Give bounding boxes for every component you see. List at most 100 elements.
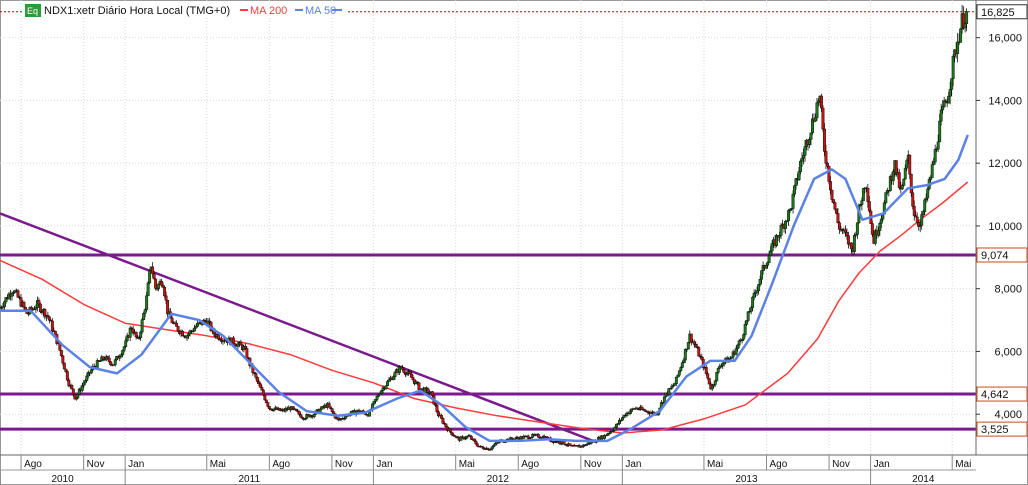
candle-body bbox=[757, 284, 761, 291]
x-tick-label: Mai bbox=[707, 459, 723, 470]
candle-body bbox=[157, 283, 161, 289]
candle-body bbox=[375, 396, 379, 400]
candle-body bbox=[119, 354, 123, 357]
candle-body bbox=[380, 390, 384, 394]
candle-body bbox=[261, 389, 265, 396]
candle-body bbox=[236, 343, 240, 347]
y-tick-label: 14,000 bbox=[988, 95, 1022, 107]
candle-body bbox=[860, 200, 864, 205]
x-tick-label: Nov bbox=[832, 459, 850, 470]
candle-body bbox=[817, 100, 820, 104]
candle-body bbox=[942, 100, 946, 107]
candle-body bbox=[3, 301, 6, 307]
candle-body bbox=[166, 300, 170, 315]
candle-body bbox=[486, 447, 490, 450]
candle-body bbox=[861, 188, 865, 201]
candle-body bbox=[700, 356, 704, 360]
candle-body bbox=[481, 446, 485, 450]
candle-body bbox=[671, 385, 675, 387]
candle-body bbox=[73, 393, 77, 400]
candle-body bbox=[558, 441, 562, 444]
candle-body bbox=[163, 287, 167, 297]
candle-body bbox=[629, 408, 633, 412]
ma200-line bbox=[0, 181, 969, 434]
candle-body bbox=[938, 120, 942, 143]
candle-body bbox=[257, 381, 261, 385]
candle-body bbox=[459, 436, 463, 441]
candle-body bbox=[472, 438, 476, 442]
ma200-layer bbox=[0, 181, 969, 434]
level-label-box bbox=[976, 421, 1028, 437]
year-label: 2014 bbox=[912, 474, 935, 485]
candle-body bbox=[834, 208, 838, 214]
level-label: 9,074 bbox=[981, 250, 1009, 262]
candle-body bbox=[694, 344, 698, 348]
candle-body bbox=[151, 266, 155, 274]
candle-body bbox=[327, 403, 331, 408]
candle-body bbox=[836, 213, 840, 223]
candle-body bbox=[76, 394, 80, 399]
candle-body bbox=[47, 316, 51, 321]
candle-body bbox=[737, 340, 741, 346]
candle-body bbox=[939, 109, 943, 122]
candle-body bbox=[742, 334, 746, 340]
candle-body bbox=[490, 446, 494, 450]
candle-body bbox=[332, 411, 336, 415]
candle-body bbox=[85, 375, 89, 381]
candle-body bbox=[160, 280, 164, 286]
horizontal-levels bbox=[0, 11, 976, 431]
y-axis: 4,000 6,000 8,000 10,000 12,000 14,000 16,000 9… bbox=[975, 0, 1028, 455]
candle-body bbox=[408, 371, 412, 375]
candle-body bbox=[815, 102, 819, 119]
candle-body bbox=[16, 290, 20, 298]
descending-trendline bbox=[0, 212, 598, 444]
candle-body bbox=[824, 151, 828, 164]
year-label: 2011 bbox=[239, 474, 261, 485]
candle-body bbox=[891, 171, 895, 181]
candle-body bbox=[734, 348, 738, 355]
legend-series-label: NDX1:xetr Diário Hora Local (TMG+0) bbox=[44, 5, 230, 17]
x-tick-label: Ago bbox=[272, 459, 290, 470]
candle-body bbox=[855, 222, 859, 235]
candle-body bbox=[852, 235, 856, 252]
candle-body bbox=[217, 334, 220, 340]
candle-body bbox=[674, 376, 678, 385]
x-tick-label: Ago bbox=[770, 459, 788, 470]
candles-layer bbox=[0, 4, 969, 451]
candle-body bbox=[245, 348, 249, 359]
candle-body bbox=[53, 330, 57, 335]
candle-body bbox=[176, 326, 180, 332]
candle-body bbox=[849, 242, 853, 250]
candle-body bbox=[255, 377, 259, 382]
candle-body bbox=[231, 337, 235, 345]
candle-body bbox=[920, 214, 924, 226]
candle-body bbox=[728, 358, 732, 360]
candle-body bbox=[427, 392, 431, 394]
candle-body bbox=[128, 327, 132, 338]
candle-body bbox=[82, 382, 86, 386]
candle-body bbox=[621, 417, 624, 421]
legend-ma200-label: MA 200 bbox=[250, 5, 287, 17]
candle-body bbox=[372, 400, 376, 405]
candle-body bbox=[430, 391, 434, 396]
level-label: 4,642 bbox=[981, 389, 1009, 401]
candle-body bbox=[951, 56, 955, 79]
candle-body bbox=[139, 331, 143, 339]
symbol-badge-label: Eq bbox=[27, 6, 38, 16]
candle-body bbox=[95, 360, 99, 368]
candle-body bbox=[154, 278, 158, 289]
last-price-label: 16,825 bbox=[981, 7, 1015, 19]
candle-body bbox=[140, 319, 144, 333]
x-tick-label: Mai bbox=[459, 459, 475, 470]
candle-body bbox=[900, 185, 904, 190]
symbol-badge[interactable] bbox=[25, 4, 41, 17]
candle-body bbox=[83, 380, 87, 384]
candle-body bbox=[923, 199, 927, 212]
candle-body bbox=[689, 333, 693, 343]
candle-body bbox=[686, 342, 690, 350]
candle-body bbox=[330, 408, 334, 412]
candle-body bbox=[37, 300, 41, 305]
candle-body bbox=[65, 371, 69, 381]
candle-body bbox=[625, 412, 629, 416]
